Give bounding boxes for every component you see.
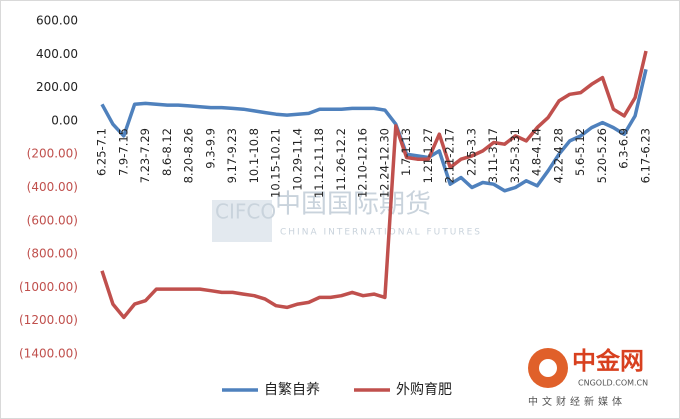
series-line (100, 50, 648, 320)
y-tick-label: (1400.00) (19, 347, 78, 361)
x-tick-label: 11.26-12.2 (334, 128, 348, 191)
logo (539, 359, 557, 377)
x-tick-label: 10.29-11.4 (290, 128, 304, 191)
x-tick-label: 1.7-1.13 (399, 128, 413, 176)
x-tick-label: 8.20-8.26 (182, 128, 196, 183)
x-tick-label: 6.25-7.1 (95, 128, 109, 176)
y-tick-label: (1000.00) (19, 280, 78, 294)
x-tick-label: 11.12-11.18 (312, 128, 326, 198)
watermark-text: CIFCO (215, 200, 276, 224)
y-tick-label: (1200.00) (19, 313, 78, 327)
logo-text: 中文财经新媒体 (528, 395, 626, 408)
x-tick-label: 10.1-10.8 (247, 128, 261, 183)
x-tick-label: 8.6-8.12 (160, 128, 174, 176)
y-tick-label: 0.00 (51, 113, 78, 127)
y-tick-label: (200.00) (27, 147, 78, 161)
legend-label: 自繁自养 (264, 382, 320, 398)
series-line (100, 68, 648, 193)
x-tick-label: 7.23-7.29 (138, 128, 152, 183)
watermark-text: 中国国际期货 (275, 190, 431, 220)
y-tick-label: (600.00) (27, 213, 78, 227)
x-tick-label: 7.9-7.15 (116, 128, 130, 176)
y-tick-label: (800.00) (27, 247, 78, 261)
logo-text: 中金网 (572, 347, 644, 375)
x-tick-label: 12.24-12.30 (377, 128, 391, 198)
y-tick-label: 200.00 (36, 80, 78, 94)
legend-label: 外购育肥 (396, 382, 452, 398)
x-tick-label: 1.21-1.27 (421, 128, 435, 183)
x-tick-label: 12.10-12.16 (356, 128, 370, 198)
x-tick-label: 9.3-9.9 (203, 128, 217, 169)
watermark-text: CHINA INTERNATIONAL FUTURES (280, 228, 482, 238)
y-tick-label: (400.00) (27, 180, 78, 194)
x-tick-label: 5.6-5.12 (573, 128, 587, 176)
x-tick-label: 2.25-3.3 (464, 128, 478, 176)
x-tick-label: 10.15-10.21 (269, 128, 283, 198)
x-tick-label: 4.8-4.14 (530, 128, 544, 176)
y-tick-label: 600.00 (36, 14, 78, 28)
x-tick-label: 3.25-3.31 (508, 128, 522, 183)
x-tick-label: 3.11-3.17 (486, 128, 500, 183)
x-tick-label: 6.3-6.9 (617, 128, 631, 169)
x-tick-label: 2.11-2.17 (443, 128, 457, 183)
x-tick-label: 9.17-9.23 (225, 128, 239, 183)
watermark-box (212, 200, 272, 242)
y-tick-label: 400.00 (36, 47, 78, 61)
x-tick-label: 5.20-5.26 (595, 128, 609, 183)
logo-text: CNGOLD.COM.CN (578, 379, 648, 388)
watermark: CIFCO 中国国际期货 CHINA INTERNATIONAL FUTURES… (212, 190, 648, 408)
x-tick-label: 4.22-4.28 (551, 128, 565, 183)
x-tick-label: 6.17-6.23 (639, 128, 653, 183)
